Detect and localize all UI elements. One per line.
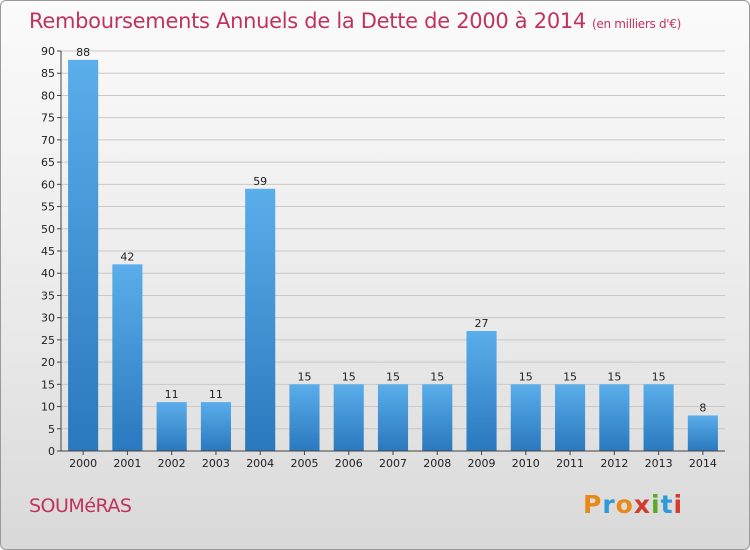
x-axis: 2000 2001 2002 2003 2004 2005 2006 2007 2008 2009… xyxy=(61,450,725,470)
data-label: 15 xyxy=(386,370,400,383)
data-label: 15 xyxy=(652,370,666,383)
data-label: 42 xyxy=(120,250,134,263)
bar xyxy=(687,415,718,451)
logo-letter: i xyxy=(651,490,661,519)
x-tick-label: 2001 xyxy=(113,457,141,470)
bar xyxy=(555,384,586,451)
bar xyxy=(377,384,409,451)
y-tick-label: 0 xyxy=(48,445,55,458)
data-label: 8 xyxy=(699,401,706,414)
logo-letter: r xyxy=(602,490,616,519)
y-tick-label: 70 xyxy=(41,134,55,147)
chart-title: Remboursements Annuels de la Dette de 20… xyxy=(29,9,681,33)
y-tick-label: 15 xyxy=(41,378,55,391)
y-tick-label: 90 xyxy=(41,45,55,58)
logo-letter: o xyxy=(615,490,634,519)
x-tick-label: 2000 xyxy=(69,457,97,470)
data-label: 27 xyxy=(475,317,489,330)
data-label: 11 xyxy=(165,388,179,401)
y-tick-label: 60 xyxy=(41,178,55,191)
y-tick-label: 35 xyxy=(41,289,55,302)
y-axis: 0 5 10 15 20 25 30 35 40 45 50 55 60 65 70 75 80 85 90 xyxy=(41,45,62,458)
y-tick-label: 50 xyxy=(41,223,55,236)
x-tick-label: 2012 xyxy=(600,457,628,470)
bar xyxy=(422,384,453,451)
x-tick-label: 2009 xyxy=(468,457,496,470)
chart-title-text: Remboursements Annuels de la Dette de 20… xyxy=(29,9,586,33)
x-tick-label: 2003 xyxy=(202,457,230,470)
bar xyxy=(599,384,630,451)
x-tick-label: 2007 xyxy=(379,457,407,470)
data-label: 59 xyxy=(253,175,267,188)
y-tick-label: 5 xyxy=(48,423,55,436)
x-tick-label: 2005 xyxy=(290,457,318,470)
x-tick-label: 2011 xyxy=(556,457,584,470)
logo-letter: x xyxy=(633,490,651,519)
x-tick-label: 2004 xyxy=(246,457,274,470)
bar xyxy=(289,384,320,451)
logo-letter: t xyxy=(660,490,674,519)
x-tick-label: 2013 xyxy=(645,457,673,470)
data-label: 15 xyxy=(342,370,356,383)
bars xyxy=(68,59,718,452)
x-tick-label: 2006 xyxy=(335,457,363,470)
y-tick-label: 65 xyxy=(41,156,55,169)
bar xyxy=(333,384,364,451)
y-tick-label: 25 xyxy=(41,334,55,347)
data-label: 15 xyxy=(297,370,311,383)
data-label: 15 xyxy=(607,370,621,383)
bar xyxy=(245,188,276,451)
bar xyxy=(156,402,187,451)
logo-letter: P xyxy=(583,490,603,519)
y-tick-label: 40 xyxy=(41,267,55,280)
data-label: 11 xyxy=(209,388,223,401)
x-tick-label: 2014 xyxy=(689,457,717,470)
x-tick-label: 2008 xyxy=(423,457,451,470)
bar xyxy=(510,384,541,451)
y-tick-label: 75 xyxy=(41,112,55,125)
data-label: 88 xyxy=(76,46,90,59)
y-tick-label: 45 xyxy=(41,245,55,258)
data-label: 15 xyxy=(519,370,533,383)
y-tick-label: 30 xyxy=(41,312,55,325)
data-label: 15 xyxy=(430,370,444,383)
y-tick-label: 80 xyxy=(41,89,55,102)
data-labels: 88 42 11 11 59 15 15 15 15 27 15 15 15 15 8 xyxy=(76,46,706,415)
bar xyxy=(466,331,497,451)
y-tick-label: 10 xyxy=(41,401,55,414)
y-tick-label: 20 xyxy=(41,356,55,369)
proxiti-logo[interactable]: Proxiti xyxy=(583,490,683,519)
data-label: 15 xyxy=(563,370,577,383)
y-tick-label: 55 xyxy=(41,201,55,214)
chart-unit: (en milliers d'€) xyxy=(592,17,682,31)
bar xyxy=(643,384,674,451)
bar xyxy=(112,264,143,451)
y-tick-label: 85 xyxy=(41,67,55,80)
bar xyxy=(68,59,99,452)
commune-name: SOUMéRAS xyxy=(29,495,132,517)
bar xyxy=(200,402,231,451)
x-tick-label: 2002 xyxy=(158,457,186,470)
logo-letter: i xyxy=(673,490,684,519)
x-tick-label: 2010 xyxy=(512,457,540,470)
